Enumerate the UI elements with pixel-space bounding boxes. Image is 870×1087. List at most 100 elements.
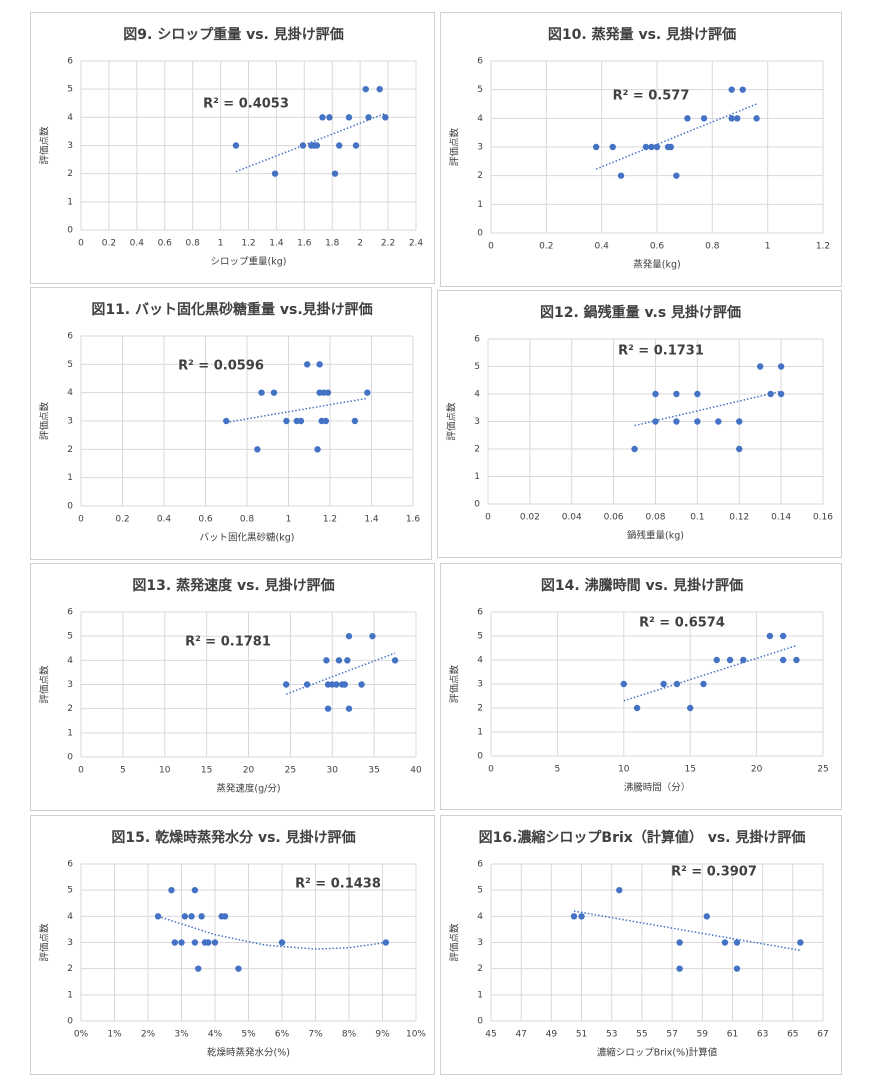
y-tick-label: 2 (477, 171, 483, 181)
point (713, 656, 720, 664)
x-axis-label: 蒸発速度(g/分) (216, 783, 280, 795)
y-tick-label: 2 (67, 704, 73, 714)
x-axis-label: バット固化黒砂糖(kg) (200, 532, 295, 544)
point (700, 115, 708, 122)
point (171, 939, 178, 946)
y-tick-label: 3 (477, 143, 483, 153)
x-tick-label: 45 (485, 1030, 496, 1040)
point (694, 390, 701, 398)
x-tick-label: 0.4 (130, 239, 145, 249)
x-tick-label: 0.6 (158, 239, 173, 249)
point (283, 417, 290, 425)
point (620, 680, 627, 688)
y-axis-label: 評価点数 (39, 665, 51, 704)
x-tick-label: 10 (618, 765, 630, 775)
point (673, 680, 681, 688)
y-tick-label: 1 (67, 990, 73, 1000)
point (211, 939, 219, 946)
point (642, 143, 650, 151)
x-tick-label: 0.16 (813, 513, 833, 523)
x-tick-label: 2.2 (381, 239, 395, 249)
point (767, 390, 774, 398)
point (734, 115, 741, 122)
y-tick-label: 2 (477, 964, 483, 974)
x-tick-label: 9% (375, 1030, 390, 1040)
x-tick-label: 1 (286, 515, 292, 525)
point (739, 86, 746, 93)
x-tick-label: 0 (78, 515, 84, 525)
y-tick-label: 4 (67, 113, 73, 123)
r-squared: R² = 0.1781 (185, 635, 271, 650)
point (303, 681, 311, 688)
x-tick-label: 0.4 (157, 515, 172, 525)
chart-title: 図13. 蒸発速度 vs. 見掛け評価 (132, 577, 334, 594)
r-squared: R² = 0.1438 (295, 877, 381, 892)
trendline (623, 644, 797, 702)
y-tick-label: 5 (477, 632, 483, 642)
y-tick-label: 5 (67, 360, 73, 370)
x-tick-label: 3% (174, 1030, 189, 1040)
x-tick-label: 0.06 (604, 513, 624, 523)
x-tick-label: 0.2 (115, 515, 129, 525)
chart-title: 図9. シロップ重量 vs. 見掛け評価 (123, 26, 343, 43)
y-tick-label: 4 (477, 912, 483, 922)
point (616, 886, 623, 894)
y-tick-label: 6 (67, 332, 73, 342)
x-tick-label: 0 (488, 765, 494, 775)
point (733, 939, 741, 946)
y-axis-label: 評価点数 (449, 128, 461, 167)
chart-panel: 図15. 乾燥時蒸発水分 vs. 見掛け評価 0 1 2 3 4 5 6 0% 1% 2% 3% 4% 5… (30, 815, 435, 1075)
r-squared: R² = 0.6574 (639, 616, 725, 631)
r-squared: R² = 0.3907 (671, 865, 757, 880)
y-tick-label: 1 (67, 197, 73, 207)
x-tick-label: 10% (406, 1030, 426, 1040)
x-axis-label: 濃縮シロップBrix(%)計算値 (597, 1047, 718, 1059)
x-tick-label: 2 (357, 239, 363, 249)
y-tick-label: 0 (477, 752, 483, 762)
point (205, 939, 212, 946)
point (351, 417, 359, 425)
point (344, 657, 351, 664)
x-tick-label: 2% (141, 1030, 156, 1040)
point (766, 632, 774, 640)
point (319, 114, 326, 121)
x-tick-label: 4% (208, 1030, 223, 1040)
point (673, 172, 680, 179)
x-tick-label: 0.1 (690, 513, 704, 523)
y-tick-label: 2 (477, 704, 483, 714)
x-tick-label: 35 (368, 766, 379, 776)
x-tick-label: 7% (308, 1030, 323, 1040)
point (364, 389, 371, 396)
point (365, 114, 372, 121)
point (609, 143, 616, 151)
r-squared: R² = 0.0596 (178, 359, 264, 374)
x-tick-label: 40 (410, 766, 422, 776)
point (756, 363, 764, 370)
x-tick-label: 0.04 (562, 513, 582, 523)
y-axis-label: 評価点数 (39, 923, 51, 962)
y-tick-label: 0 (474, 500, 480, 510)
chart-title: 図14. 沸騰時間 vs. 見掛け評価 (541, 577, 743, 594)
point (232, 142, 240, 149)
point (345, 705, 353, 712)
point (617, 172, 625, 179)
point (676, 939, 683, 946)
y-tick-label: 2 (67, 964, 73, 974)
point (700, 680, 707, 688)
x-tick-label: 1.6 (406, 515, 421, 525)
y-tick-label: 1 (474, 472, 480, 482)
x-tick-label: 0.8 (240, 515, 255, 525)
point (223, 417, 230, 425)
x-tick-label: 8% (342, 1030, 357, 1040)
point (660, 680, 667, 688)
x-tick-label: 20 (243, 766, 255, 776)
point (198, 913, 205, 920)
point (578, 913, 585, 920)
point (777, 363, 785, 370)
point (181, 913, 189, 920)
chart-panel: 図12. 鍋残重量 v.s 見掛け評価 0 1 2 3 4 5 6 0 0.02 0.04 0.06 0… (437, 290, 842, 558)
point (282, 681, 290, 688)
y-tick-label: 6 (477, 608, 483, 618)
